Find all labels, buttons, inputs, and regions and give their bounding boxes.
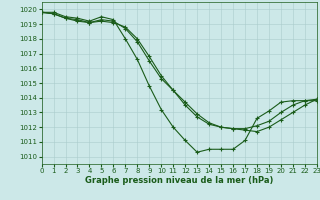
X-axis label: Graphe pression niveau de la mer (hPa): Graphe pression niveau de la mer (hPa): [85, 176, 273, 185]
